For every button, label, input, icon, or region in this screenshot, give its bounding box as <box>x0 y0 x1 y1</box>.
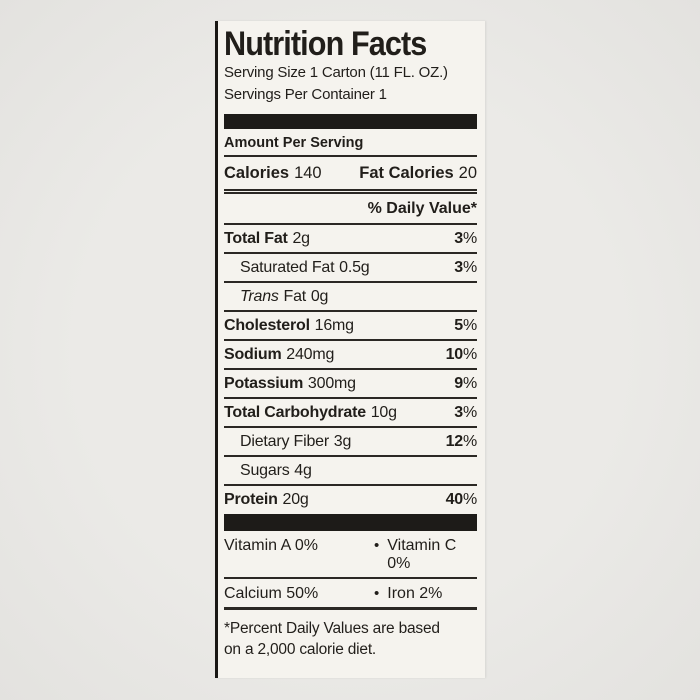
nutrient-name: Cholesterol 16mg <box>224 317 354 334</box>
calories-row: Calories 140 Fat Calories 20 <box>224 157 477 194</box>
nutrient-name: Trans Fat 0g <box>240 288 329 305</box>
nutrient-row-total-fat: Total Fat 2g 3% <box>224 225 477 254</box>
iron-value: Iron 2% <box>387 585 443 602</box>
daily-value: 10% <box>445 346 478 363</box>
fat-calories-value: 20 <box>458 164 477 182</box>
nutrition-facts-label: Nutrition Facts Serving Size 1 Carton (1… <box>215 21 485 678</box>
fat-calories-label: Fat Calories <box>359 164 454 182</box>
nutrient-row-sugars: Sugars 4g <box>224 457 477 486</box>
nutrient-row-potassium: Potassium 300mg 9% <box>224 370 477 399</box>
nutrient-row-cholesterol: Cholesterol 16mg 5% <box>224 312 477 341</box>
daily-value: 3% <box>454 259 477 276</box>
nutrient-name: Sugars 4g <box>240 462 312 479</box>
daily-value: 9% <box>454 375 477 392</box>
separator-bar-top <box>224 114 477 129</box>
serving-size: Serving Size 1 Carton (11 FL. OZ.) <box>224 64 448 81</box>
nutrient-row-saturated-fat: Saturated Fat 0.5g 3% <box>224 254 477 283</box>
separator-bar-bottom <box>224 514 477 531</box>
nutrient-amount: 0.5g <box>339 259 370 276</box>
micronutrient-row-minerals: Calcium 50% • Iron 2% <box>224 579 477 610</box>
daily-value: 12% <box>445 433 478 450</box>
nutrient-amount: 3g <box>333 433 352 450</box>
daily-value-heading: % Daily Value* <box>224 194 477 225</box>
nutrient-row-sodium: Sodium 240mg 10% <box>224 341 477 370</box>
nutrient-amount: 10g <box>370 404 397 421</box>
micronutrient-row-vitamins: Vitamin A 0% • Vitamin C 0% <box>224 531 477 579</box>
nutrient-amount: 4g <box>294 462 312 479</box>
nutrient-name: Saturated Fat 0.5g <box>240 259 370 276</box>
footnote-line-2: on a 2,000 calorie diet. <box>224 641 377 658</box>
nutrient-amount: 20g <box>282 491 309 508</box>
nutrient-amount: 300mg <box>307 375 356 392</box>
nutrient-name: Dietary Fiber 3g <box>240 433 352 450</box>
servings-per-container: Servings Per Container 1 <box>224 86 387 103</box>
fat-calories: Fat Calories 20 <box>359 164 477 183</box>
daily-value: 5% <box>454 317 477 334</box>
calcium-value: Calcium 50% <box>224 585 319 602</box>
daily-value: 3% <box>454 404 477 421</box>
nutrient-row-trans-fat: Trans Fat 0g <box>224 283 477 312</box>
calories: Calories 140 <box>224 164 322 183</box>
footnote-line-1: *Percent Daily Values are based <box>224 620 440 637</box>
nutrient-name: Total Fat 2g <box>224 230 310 247</box>
daily-value: 40% <box>445 491 478 508</box>
label-title: Nutrition Facts <box>224 25 427 63</box>
nutrient-row-protein: Protein 20g 40% <box>224 486 477 513</box>
nutrient-row-total-carbohydrate: Total Carbohydrate 10g 3% <box>224 399 477 428</box>
nutrient-amount: 16mg <box>314 317 354 334</box>
calories-label: Calories <box>224 164 290 182</box>
calories-value: 140 <box>294 164 322 182</box>
footnote: *Percent Daily Values are based on a 2,0… <box>224 610 477 660</box>
bullet-icon: • <box>374 585 380 602</box>
amount-per-serving-heading: Amount Per Serving <box>224 129 477 157</box>
bullet-icon: • <box>374 537 380 554</box>
daily-value: 3% <box>454 230 477 247</box>
nutrient-name: Total Carbohydrate 10g <box>224 404 397 421</box>
nutrient-amount: 0g <box>310 288 329 305</box>
nutrient-name: Potassium 300mg <box>224 375 356 392</box>
nutrient-amount: 240mg <box>286 346 335 363</box>
nutrient-amount: 2g <box>292 230 310 247</box>
nutrient-name: Sodium 240mg <box>224 346 335 363</box>
nutrient-row-dietary-fiber: Dietary Fiber 3g 12% <box>224 428 477 457</box>
vitamin-a-value: Vitamin A 0% <box>224 537 318 554</box>
vitamin-c-value: Vitamin C 0% <box>387 537 457 572</box>
nutrient-name: Protein 20g <box>224 491 309 508</box>
